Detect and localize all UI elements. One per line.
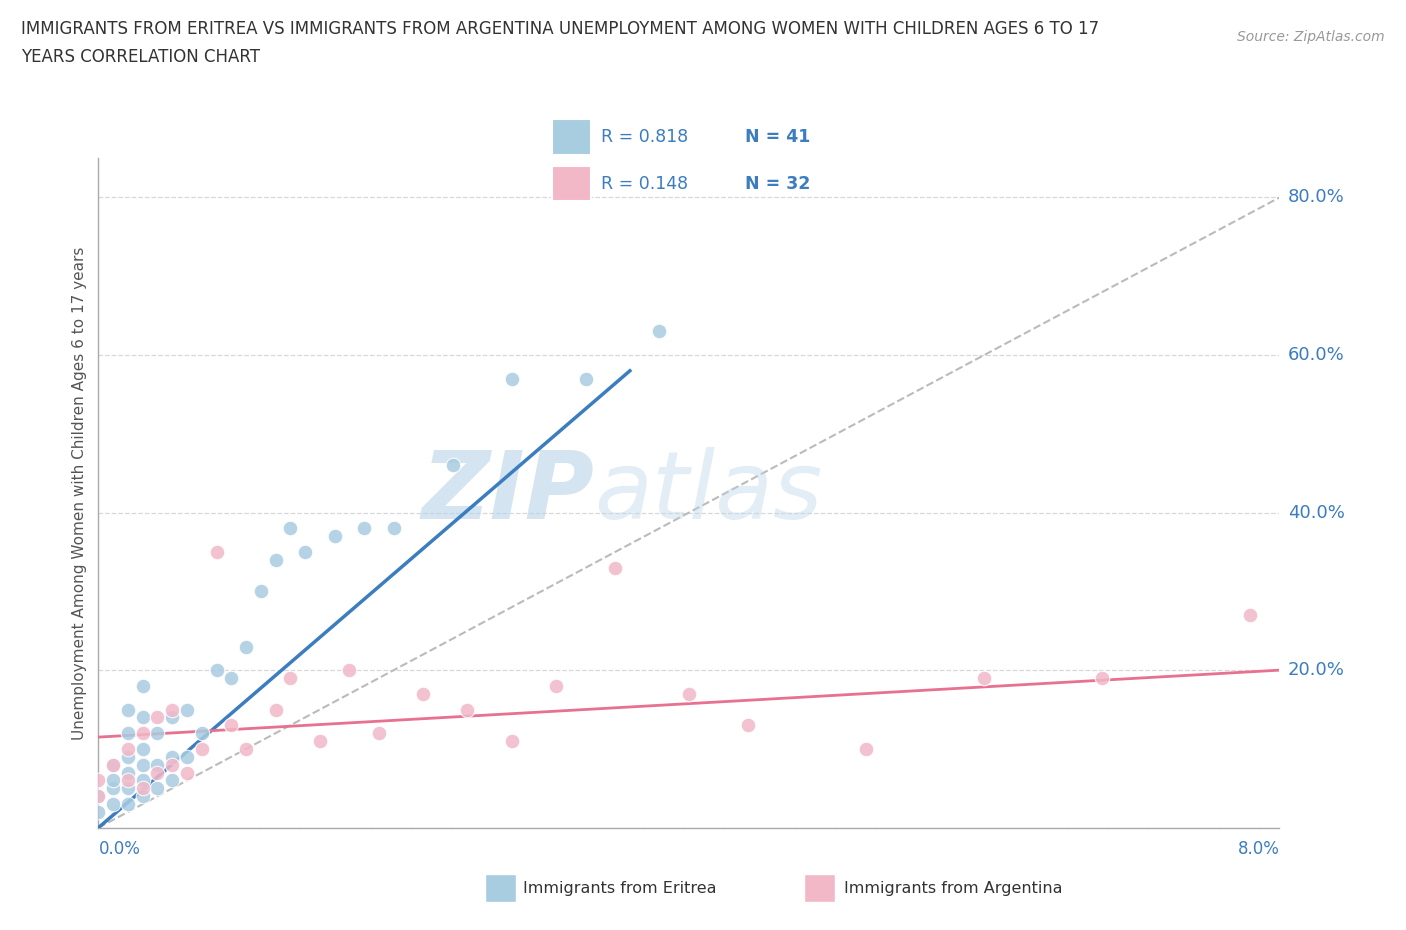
Point xyxy=(146,725,169,740)
Text: atlas: atlas xyxy=(595,447,823,538)
Point xyxy=(132,725,155,740)
Point xyxy=(162,757,183,772)
Point xyxy=(117,765,139,780)
Point xyxy=(501,734,523,749)
Point xyxy=(146,765,169,780)
Point xyxy=(574,371,596,386)
Point xyxy=(146,757,169,772)
Point xyxy=(103,797,124,812)
Text: 0.0%: 0.0% xyxy=(98,840,141,857)
Point xyxy=(294,545,316,560)
Point xyxy=(103,781,124,796)
Text: ZIP: ZIP xyxy=(422,447,595,538)
Point xyxy=(132,679,155,694)
Point xyxy=(117,725,139,740)
Point xyxy=(219,718,242,733)
Point xyxy=(162,750,183,764)
Point xyxy=(278,671,301,685)
Point xyxy=(103,757,124,772)
Point xyxy=(456,702,478,717)
Point xyxy=(382,521,405,536)
Point xyxy=(132,757,155,772)
Y-axis label: Unemployment Among Women with Children Ages 6 to 17 years: Unemployment Among Women with Children A… xyxy=(72,246,87,739)
Point xyxy=(117,797,139,812)
Text: 20.0%: 20.0% xyxy=(1288,661,1344,679)
Point xyxy=(678,686,700,701)
Text: 40.0%: 40.0% xyxy=(1288,503,1344,522)
Point xyxy=(117,702,139,717)
Point xyxy=(117,750,139,764)
Point xyxy=(337,663,360,678)
Point xyxy=(162,710,183,724)
Point xyxy=(250,584,273,599)
Text: 80.0%: 80.0% xyxy=(1288,189,1344,206)
Point xyxy=(132,789,155,804)
Point xyxy=(176,765,198,780)
Point xyxy=(103,757,124,772)
Point xyxy=(103,773,124,788)
Point xyxy=(176,750,198,764)
Point xyxy=(323,529,346,544)
Text: N = 32: N = 32 xyxy=(745,175,810,193)
Point xyxy=(146,781,169,796)
Point xyxy=(605,560,627,575)
Text: R = 0.818: R = 0.818 xyxy=(602,128,689,146)
Point xyxy=(219,671,242,685)
Point xyxy=(855,741,877,756)
Point xyxy=(412,686,434,701)
Point xyxy=(87,789,110,804)
Point xyxy=(191,741,214,756)
Text: Source: ZipAtlas.com: Source: ZipAtlas.com xyxy=(1237,30,1385,44)
Text: R = 0.148: R = 0.148 xyxy=(602,175,688,193)
Point xyxy=(737,718,759,733)
Point xyxy=(132,781,155,796)
Text: Immigrants from Argentina: Immigrants from Argentina xyxy=(844,881,1062,896)
Point xyxy=(162,773,183,788)
Point xyxy=(264,552,287,567)
Point xyxy=(176,702,198,717)
Point xyxy=(117,781,139,796)
Point xyxy=(1239,607,1261,622)
Point xyxy=(308,734,332,749)
Point xyxy=(353,521,375,536)
Point xyxy=(162,702,183,717)
Point xyxy=(87,804,110,819)
Point xyxy=(501,371,523,386)
Point xyxy=(191,725,214,740)
Text: 8.0%: 8.0% xyxy=(1237,840,1279,857)
Text: 60.0%: 60.0% xyxy=(1288,346,1344,364)
Point xyxy=(973,671,995,685)
Point xyxy=(132,710,155,724)
Point xyxy=(87,773,110,788)
Point xyxy=(264,702,287,717)
Point xyxy=(117,741,139,756)
Point xyxy=(132,773,155,788)
Point xyxy=(87,789,110,804)
Point xyxy=(648,324,671,339)
Text: YEARS CORRELATION CHART: YEARS CORRELATION CHART xyxy=(21,48,260,66)
Point xyxy=(146,710,169,724)
Point xyxy=(132,741,155,756)
Text: Immigrants from Eritrea: Immigrants from Eritrea xyxy=(523,881,717,896)
Point xyxy=(278,521,301,536)
Point xyxy=(441,458,464,472)
Text: N = 41: N = 41 xyxy=(745,128,810,146)
Point xyxy=(205,545,228,560)
Point xyxy=(544,679,567,694)
FancyBboxPatch shape xyxy=(551,166,591,202)
Point xyxy=(235,639,257,654)
Point xyxy=(117,773,139,788)
FancyBboxPatch shape xyxy=(551,119,591,154)
Point xyxy=(1091,671,1114,685)
Point xyxy=(367,725,389,740)
Text: IMMIGRANTS FROM ERITREA VS IMMIGRANTS FROM ARGENTINA UNEMPLOYMENT AMONG WOMEN WI: IMMIGRANTS FROM ERITREA VS IMMIGRANTS FR… xyxy=(21,20,1099,38)
Point xyxy=(235,741,257,756)
Point xyxy=(205,663,228,678)
